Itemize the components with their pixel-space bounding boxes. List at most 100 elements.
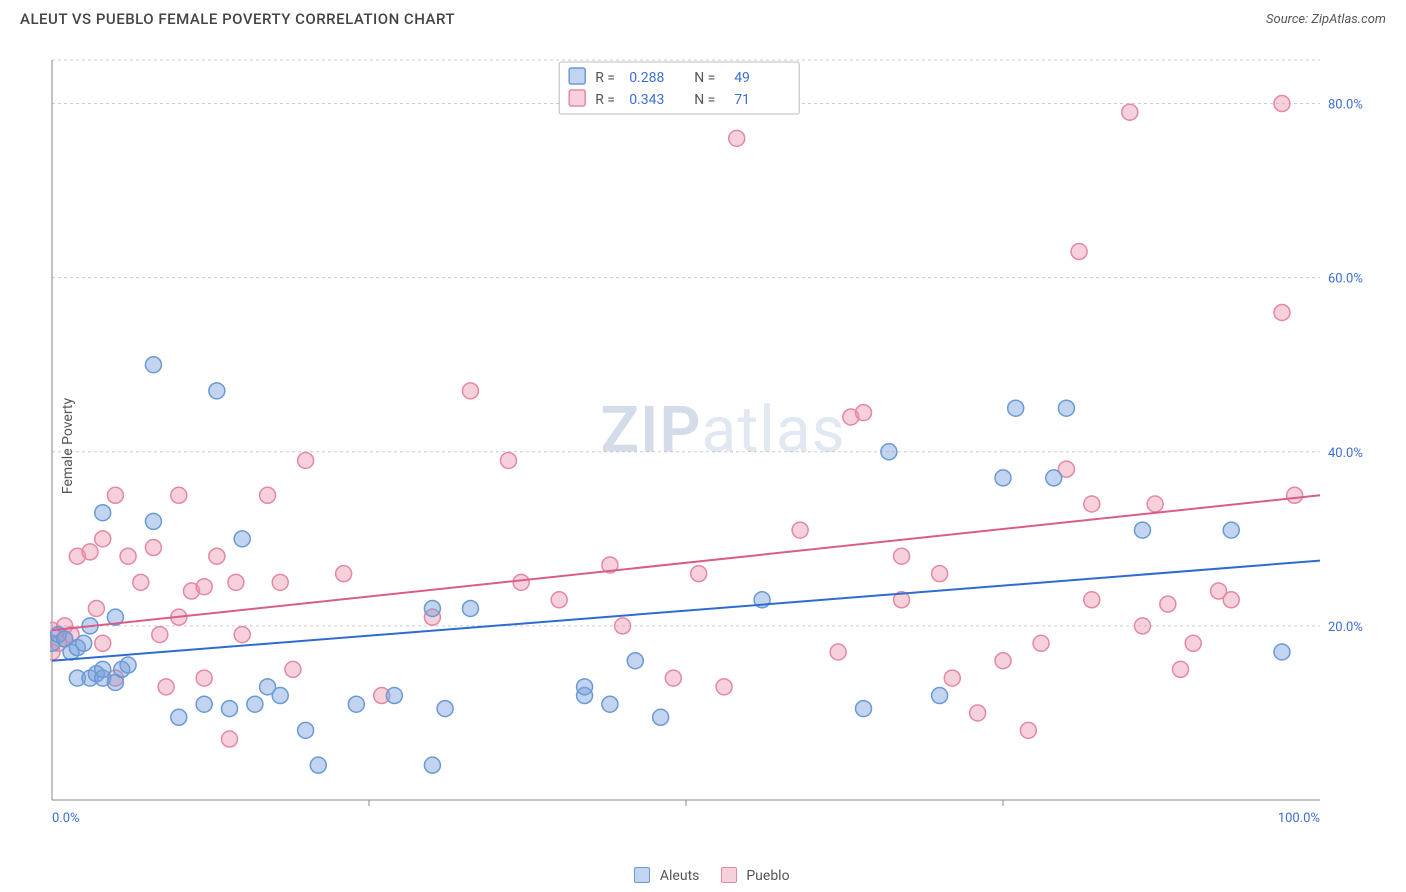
aleuts-point [76,635,92,651]
aleuts-point [247,696,263,712]
pueblo-point [234,627,250,643]
aleuts-point [1134,522,1150,538]
pueblo-point [691,566,707,582]
legend-n-value: 71 [734,92,750,108]
pueblo-point [1185,635,1201,651]
bottom-legend: Aleuts Pueblo [0,867,1406,884]
pueblo-point [196,670,212,686]
legend-label-pueblo: Pueblo [746,868,789,884]
y-axis-label: Female Poverty [60,398,76,494]
pueblo-point [95,531,111,547]
legend-r-label: R = [595,70,615,86]
pueblo-point [665,670,681,686]
aleuts-point [424,600,440,616]
legend-n-label: N = [694,92,715,108]
pueblo-point [298,452,314,468]
pueblo-point [145,540,161,556]
pueblo-point [120,548,136,564]
aleuts-point [1008,400,1024,416]
pueblo-point [551,592,567,608]
aleuts-point [995,470,1011,486]
pueblo-point [1160,596,1176,612]
aleuts-point [95,661,111,677]
pueblo-point [222,731,238,747]
pueblo-point [932,566,948,582]
pueblo-point [260,487,276,503]
pueblo-point [1274,96,1290,112]
pueblo-point [196,579,212,595]
pueblo-point [729,130,745,146]
pueblo-point [1033,635,1049,651]
aleuts-point [196,696,212,712]
aleuts-point [424,757,440,773]
pueblo-point [158,679,174,695]
pueblo-point [152,627,168,643]
aleuts-point [272,688,288,704]
pueblo-point [1122,104,1138,120]
aleuts-point [602,696,618,712]
aleuts-point [145,357,161,373]
pueblo-point [1223,592,1239,608]
y-tick-label: 80.0% [1328,98,1363,113]
pueblo-point [1071,244,1087,260]
x-tick-left: 0.0% [52,811,80,826]
pueblo-point [792,522,808,538]
pueblo-point [228,574,244,590]
aleuts-point [171,709,187,725]
pueblo-point [1147,496,1163,512]
pueblo-point [970,705,986,721]
scatter-plot: 20.0%40.0%60.0%80.0%0.0%100.0%R =0.288N … [50,40,1380,830]
pueblo-point [285,661,301,677]
chart-title: ALEUT VS PUEBLO FEMALE POVERTY CORRELATI… [20,10,455,28]
legend-swatch-pueblo [721,867,737,883]
aleuts-point [222,701,238,717]
pueblo-point [1020,722,1036,738]
pueblo-point [95,635,111,651]
pueblo-point [272,574,288,590]
pueblo-point [336,566,352,582]
pueblo-point [500,452,516,468]
pueblo-point [1134,618,1150,634]
pueblo-point [88,600,104,616]
aleuts-point [1274,644,1290,660]
aleuts-point [653,709,669,725]
aleuts-point [437,701,453,717]
aleuts-point [932,688,948,704]
pueblo-point [209,548,225,564]
pueblo-point [1274,304,1290,320]
chart-source: Source: ZipAtlas.com [1266,12,1386,27]
legend-r-value: 0.343 [629,92,664,108]
pueblo-point [1173,661,1189,677]
aleuts-point [881,444,897,460]
aleuts-point [209,383,225,399]
aleuts-point [234,531,250,547]
pueblo-point [1084,592,1100,608]
legend-swatch-aleuts [634,867,650,883]
legend-swatch [569,90,585,106]
aleuts-point [386,688,402,704]
aleuts-point [120,657,136,673]
chart-header: ALEUT VS PUEBLO FEMALE POVERTY CORRELATI… [0,0,1406,34]
pueblo-point [513,574,529,590]
aleuts-point [577,679,593,695]
y-tick-label: 60.0% [1328,272,1363,287]
pueblo-point [716,679,732,695]
legend-label-aleuts: Aleuts [660,868,699,884]
y-tick-label: 40.0% [1328,446,1363,461]
pueblo-point [133,574,149,590]
pueblo-point [171,487,187,503]
pueblo-point [830,644,846,660]
aleuts-point [310,757,326,773]
pueblo-point [462,383,478,399]
pueblo-point [944,670,960,686]
aleuts-point [462,600,478,616]
aleuts-point [1058,400,1074,416]
chart-area: Female Poverty 20.0%40.0%60.0%80.0%0.0%1… [50,40,1396,852]
legend-r-label: R = [595,92,615,108]
aleuts-point [95,505,111,521]
aleuts-point [298,722,314,738]
x-tick-right: 100.0% [1278,811,1320,826]
legend-r-value: 0.288 [629,70,664,86]
pueblo-point [82,544,98,560]
legend-n-label: N = [694,70,715,86]
